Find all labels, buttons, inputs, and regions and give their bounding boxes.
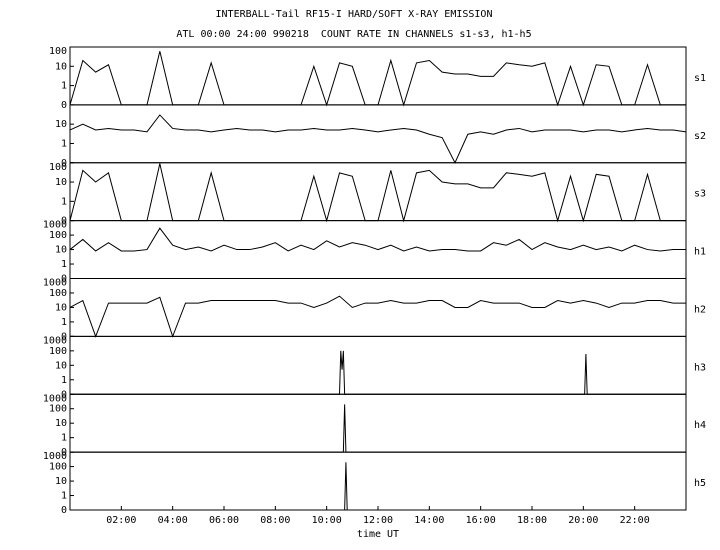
panel-label: s2: [694, 131, 706, 142]
y-tick-label: 100: [49, 346, 67, 357]
y-tick-label: 1000: [43, 278, 67, 289]
y-tick-label: 10: [55, 61, 67, 72]
y-tick-label: 0: [61, 100, 67, 111]
y-tick-label: 100: [49, 162, 67, 173]
x-tick-label: 16:00: [466, 515, 496, 526]
series-line: [70, 462, 686, 511]
panel-label: h5: [694, 478, 706, 489]
y-tick-label: 0: [61, 505, 67, 516]
y-tick-label: 100: [49, 462, 67, 473]
y-tick-label: 10: [55, 177, 67, 188]
x-tick-label: 08:00: [260, 515, 290, 526]
y-tick-label: 0: [61, 447, 67, 458]
x-tick-label: 14:00: [414, 515, 444, 526]
x-axis-label: time UT: [357, 529, 399, 540]
y-tick-label: 0: [61, 389, 67, 400]
series-line: [69, 227, 686, 252]
chart-subtitle: ATL 00:00 24:00 990218 COUNT RATE IN CHA…: [176, 29, 531, 40]
y-tick-label: 1: [61, 138, 67, 149]
panel-label: h4: [694, 420, 706, 431]
x-tick-label: 12:00: [363, 515, 393, 526]
y-tick-label: 10: [55, 360, 67, 371]
x-tick-label: 06:00: [209, 515, 239, 526]
x-tick-label: 04:00: [158, 515, 188, 526]
y-tick-label: 1: [61, 433, 67, 444]
y-tick-label: 1: [61, 491, 67, 502]
y-tick-label: 100: [49, 46, 67, 57]
y-tick-label: 0: [61, 216, 67, 227]
y-tick-label: 1000: [43, 335, 67, 346]
y-tick-label: 1000: [43, 220, 67, 231]
y-tick-label: 1: [61, 317, 67, 328]
y-tick-label: 100: [49, 404, 67, 415]
y-tick-label: 0: [61, 158, 67, 169]
x-tick-label: 10:00: [312, 515, 342, 526]
y-tick-label: 1000: [43, 451, 67, 462]
y-tick-label: 10: [55, 119, 67, 130]
y-tick-label: 1: [61, 259, 67, 270]
x-tick-label: 18:00: [517, 515, 547, 526]
y-tick-label: 10: [55, 302, 67, 313]
y-tick-label: 100: [49, 288, 67, 299]
y-tick-label: 1000: [43, 393, 67, 404]
panel-label: s3: [694, 189, 706, 200]
panel-label: h2: [694, 304, 706, 315]
chart-title: INTERBALL-Tail RF15-I HARD/SOFT X-RAY EM…: [216, 9, 493, 20]
y-tick-label: 0: [61, 274, 67, 285]
panel-label: s1: [694, 73, 706, 84]
panel-label: h3: [694, 362, 706, 373]
x-tick-label: 20:00: [568, 515, 598, 526]
panel-label: h1: [694, 247, 706, 258]
x-tick-label: 22:00: [620, 515, 650, 526]
y-tick-label: 10: [55, 245, 67, 256]
y-tick-label: 100: [49, 230, 67, 241]
x-tick-label: 02:00: [106, 515, 136, 526]
y-tick-label: 10: [55, 476, 67, 487]
series-line: [69, 114, 687, 164]
y-tick-label: 1: [61, 375, 67, 386]
y-tick-label: 1: [61, 81, 67, 92]
y-tick-label: 0: [61, 331, 67, 342]
y-tick-label: 10: [55, 418, 67, 429]
y-tick-label: 1: [61, 196, 67, 207]
